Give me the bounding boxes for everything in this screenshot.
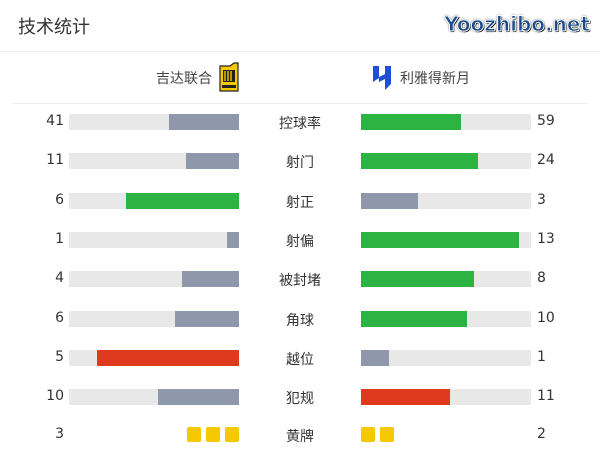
stat-label: 射正: [286, 194, 314, 211]
home-cards: [187, 427, 239, 442]
away-bar-fill: [361, 153, 478, 170]
home-value: 4: [55, 270, 64, 287]
away-bar-fill: [361, 271, 475, 288]
away-cards: [361, 427, 394, 442]
home-value: 6: [55, 309, 64, 326]
yellow-card-icon: [206, 427, 220, 442]
stat-row: 6 射正 3: [0, 191, 600, 211]
away-bar-fill: [361, 192, 418, 209]
stat-row: 41 控球率 59: [0, 113, 600, 132]
away-bar-track: [361, 192, 531, 209]
home-bar-track: [69, 389, 239, 406]
away-bar-track: [361, 271, 531, 288]
home-bar-track: [69, 349, 239, 366]
home-value: 6: [55, 191, 64, 208]
away-value: 8: [537, 270, 546, 287]
away-bar-fill: [361, 114, 462, 130]
home-bar-fill: [97, 349, 239, 366]
home-bar-fill: [226, 231, 239, 248]
home-team: 吉达联合: [156, 62, 240, 94]
section-title: 技术统计: [18, 17, 90, 38]
away-bar-track: [361, 231, 531, 248]
yellow-card-icon: [187, 427, 201, 442]
away-value: 13: [537, 230, 555, 247]
away-team: 利雅得新月: [370, 62, 470, 94]
al-ittihad-crest-icon: [219, 62, 239, 92]
home-value: 5: [55, 348, 64, 365]
stat-row: 1 射偏 13: [0, 230, 600, 250]
away-value: 2: [537, 426, 546, 442]
stat-label: 越位: [286, 351, 314, 368]
away-value: 24: [537, 152, 555, 169]
stat-row: 10 犯规 11: [0, 388, 600, 408]
stat-row: 6 角球 10: [0, 309, 600, 329]
stat-row: 5 越位 1: [0, 348, 600, 368]
stat-label: 犯规: [286, 391, 314, 408]
home-bar-fill: [175, 310, 239, 327]
home-bar-fill: [182, 271, 239, 288]
home-bar-track: [69, 231, 239, 248]
stat-label: 黄牌: [286, 429, 314, 445]
home-value: 41: [46, 113, 64, 129]
home-value: 10: [46, 388, 64, 405]
home-value: 3: [55, 426, 64, 442]
away-bar-track: [361, 153, 531, 170]
home-value: 11: [46, 152, 64, 169]
away-value: 1: [537, 348, 546, 365]
home-bar-fill: [125, 192, 239, 209]
away-bar-fill: [361, 349, 390, 366]
divider: [0, 51, 600, 52]
stat-label: 射门: [286, 155, 314, 172]
away-bar-track: [361, 389, 531, 406]
home-bar-track: [69, 153, 239, 170]
home-value: 1: [55, 230, 64, 247]
stat-row-yellow-cards: 3 黄牌 2: [0, 426, 600, 445]
away-team-name: 利雅得新月: [400, 71, 470, 87]
yellow-card-icon: [361, 427, 375, 442]
home-bar-fill: [158, 389, 239, 406]
stat-label: 角球: [286, 312, 314, 329]
stat-row: 4 被封堵 8: [0, 270, 600, 290]
home-team-name: 吉达联合: [156, 71, 212, 87]
away-bar-fill: [361, 231, 519, 248]
al-hilal-crest-icon: [373, 66, 391, 90]
away-bar-track: [361, 310, 531, 327]
away-bar-track: [361, 114, 531, 130]
home-bar-track: [69, 114, 239, 130]
home-bar-track: [69, 310, 239, 327]
away-value: 3: [537, 191, 546, 208]
stat-label: 射偏: [286, 233, 314, 250]
away-value: 11: [537, 388, 555, 405]
home-bar-track: [69, 271, 239, 288]
home-bar-fill: [169, 114, 239, 130]
away-bar-fill: [361, 389, 451, 406]
home-bar-fill: [185, 153, 239, 170]
away-bar-fill: [361, 310, 468, 327]
watermark: Yoozhibo.net: [444, 12, 591, 37]
away-value: 10: [537, 309, 555, 326]
yellow-card-icon: [380, 427, 394, 442]
away-bar-track: [361, 349, 531, 366]
stat-row: 11 射门 24: [0, 152, 600, 172]
divider: [12, 103, 588, 104]
stat-label: 控球率: [279, 116, 321, 132]
stat-label: 被封堵: [279, 273, 321, 290]
home-bar-track: [69, 192, 239, 209]
yellow-card-icon: [225, 427, 239, 442]
away-value: 59: [537, 113, 555, 129]
